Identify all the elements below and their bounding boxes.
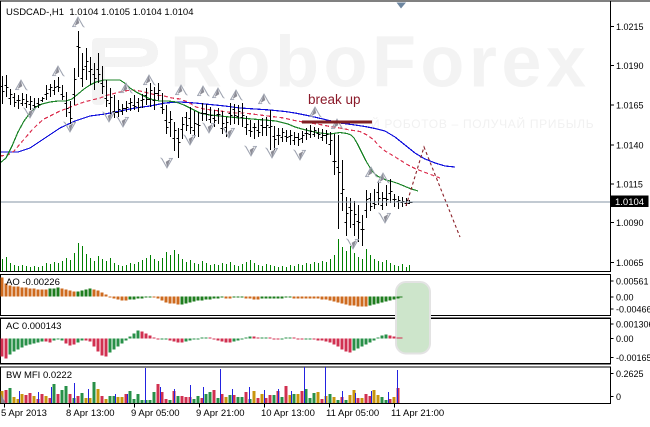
svg-text:5 Apr 2013: 5 Apr 2013 [1, 408, 47, 419]
svg-text:BW MFI 0.0222: BW MFI 0.0222 [6, 370, 72, 381]
svg-text:1.0190: 1.0190 [616, 61, 644, 71]
svg-text:11 Apr 21:00: 11 Apr 21:00 [391, 408, 444, 419]
svg-text:1.0115: 1.0115 [616, 180, 643, 190]
svg-text:0.00561: 0.00561 [616, 277, 649, 287]
svg-text:RoboForex: RoboForex [170, 23, 591, 103]
svg-text:11 Apr 05:00: 11 Apr 05:00 [326, 408, 379, 419]
svg-text:0.00: 0.00 [616, 292, 634, 302]
svg-text:1.0104: 1.0104 [615, 197, 644, 208]
svg-text:0.2625: 0.2625 [616, 369, 644, 379]
svg-text:Й РОБОТОВ – ПОЛУЧАЙ ПРИБЫЛЬ: Й РОБОТОВ – ПОЛУЧАЙ ПРИБЫЛЬ [371, 116, 594, 131]
svg-text:break up: break up [308, 92, 361, 107]
svg-text:0.00: 0.00 [616, 334, 634, 344]
svg-text:0: 0 [616, 392, 621, 402]
svg-text:0.001306: 0.001306 [616, 320, 650, 330]
svg-text:AC 0.000143: AC 0.000143 [6, 321, 61, 332]
svg-text:10 Apr 13:00: 10 Apr 13:00 [261, 408, 315, 419]
svg-text:9 Apr 21:00: 9 Apr 21:00 [196, 408, 245, 419]
svg-text:8 Apr 13:00: 8 Apr 13:00 [66, 408, 115, 419]
svg-text:-0.00466: -0.00466 [616, 304, 650, 314]
svg-text:AO -0.00226: AO -0.00226 [6, 277, 60, 288]
svg-text:1.0140: 1.0140 [616, 140, 644, 150]
svg-text:USDCAD-,H1 1.0104 1.0105 1.01: USDCAD-,H1 1.0104 1.0105 1.0104 1.0104 [6, 7, 194, 18]
svg-text:-0.00165: -0.00165 [616, 353, 650, 363]
svg-text:9 Apr 05:00: 9 Apr 05:00 [131, 408, 180, 419]
svg-text:1.0090: 1.0090 [616, 218, 644, 228]
svg-text:1.0065: 1.0065 [616, 258, 644, 268]
svg-text:1.0215: 1.0215 [616, 22, 644, 32]
svg-text:1.0165: 1.0165 [616, 101, 644, 111]
